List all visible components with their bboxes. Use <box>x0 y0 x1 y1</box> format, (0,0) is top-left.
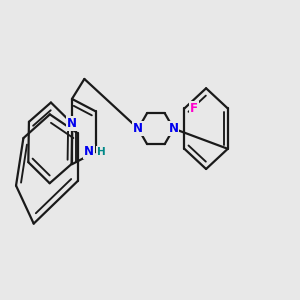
Text: F: F <box>190 102 198 115</box>
Text: N: N <box>84 145 94 158</box>
Text: N: N <box>169 122 178 135</box>
Text: N: N <box>67 117 77 130</box>
Text: N: N <box>133 122 143 135</box>
Text: H: H <box>97 147 106 157</box>
